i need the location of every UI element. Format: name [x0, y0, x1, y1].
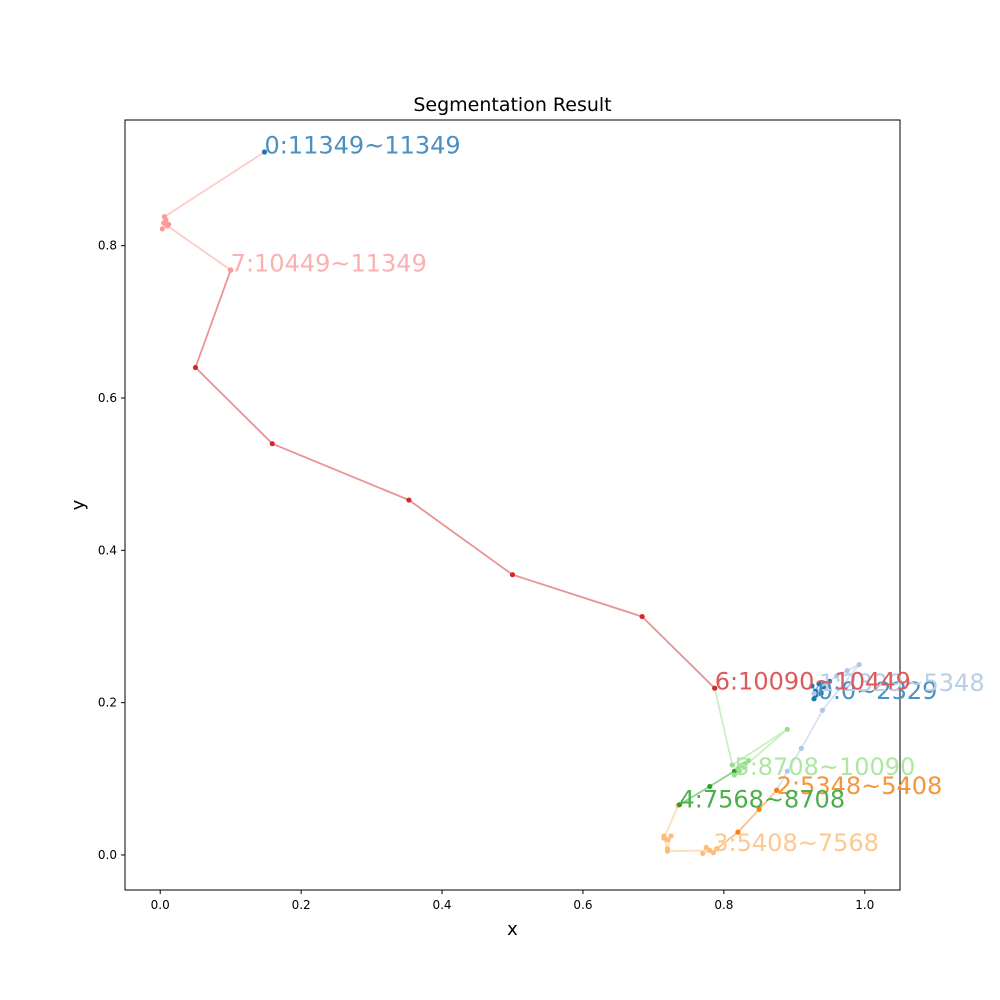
series-point-3 — [668, 833, 674, 839]
x-tick-label: 0.8 — [714, 898, 733, 912]
series-point-6 — [406, 497, 412, 503]
series-point-2 — [735, 829, 741, 835]
series-point-3 — [664, 846, 671, 852]
series-point-4 — [707, 783, 713, 790]
y-tick-label: 0.6 — [98, 391, 117, 405]
series-point-6 — [712, 685, 718, 691]
series-line-2 — [716, 789, 778, 850]
series-point-1 — [811, 690, 817, 697]
segment-label-8: 0:11349~11349 — [265, 132, 461, 160]
series-point-5 — [736, 768, 742, 774]
x-tick-label: 1.0 — [855, 898, 874, 912]
segment-label-2: 2:5348~5408 — [777, 772, 943, 800]
y-tick-label: 0.8 — [98, 239, 117, 253]
series-point-1 — [833, 673, 840, 679]
y-axis-title: y — [68, 499, 89, 510]
series-point-7 — [166, 221, 172, 227]
y-tick-label: 0.0 — [98, 848, 117, 862]
series-point-6 — [509, 572, 516, 578]
series-point-1 — [844, 668, 850, 674]
series-point-6 — [639, 613, 645, 620]
series-point-1 — [784, 768, 790, 774]
series-point-5 — [742, 764, 748, 770]
segment-label-5: 5:8708~10090 — [734, 753, 915, 781]
series-point-6 — [192, 364, 199, 371]
series-point-3 — [707, 847, 713, 853]
series-point-2 — [756, 806, 762, 812]
x-tick-label: 0.4 — [432, 898, 451, 912]
series-point-0 — [811, 696, 817, 702]
series-point-5 — [745, 757, 752, 764]
series-point-1 — [819, 707, 826, 713]
series-point-7 — [228, 267, 234, 273]
series-point-3 — [714, 846, 720, 852]
series-point-1 — [856, 661, 862, 668]
series-point-0 — [819, 686, 826, 692]
segment-label-7: 7:10449~11349 — [231, 250, 427, 278]
chart-title: Segmentation Result — [413, 94, 611, 116]
plot-area — [159, 149, 862, 857]
segment-label-4: 4:7568~8708 — [679, 786, 845, 814]
series-point-3 — [703, 844, 709, 850]
plot-frame — [124, 119, 901, 891]
series-point-6 — [269, 441, 275, 447]
x-tick-label: 0.0 — [151, 898, 170, 912]
series-point-5 — [742, 760, 748, 767]
series-line-6 — [194, 269, 716, 689]
series-point-1 — [798, 745, 804, 751]
series-point-2 — [774, 787, 780, 793]
series-point-1 — [823, 681, 829, 687]
series-point-5 — [729, 762, 735, 768]
series-point-8 — [261, 149, 268, 155]
y-tick-label: 0.2 — [98, 696, 117, 710]
series-point-3 — [661, 835, 667, 841]
series-point-7 — [159, 226, 165, 232]
x-axis-title: x — [507, 919, 518, 940]
y-tick-label: 0.4 — [98, 543, 117, 557]
series-point-0 — [816, 681, 822, 687]
series-point-0 — [818, 690, 824, 697]
series-point-3 — [700, 850, 706, 857]
series-point-5 — [784, 726, 790, 732]
x-tick-label: 0.6 — [573, 898, 592, 912]
series-point-4 — [676, 802, 683, 808]
segment-label-0: 0:0~2329 — [818, 677, 938, 705]
segment-label-3: 3:5408~7568 — [713, 829, 879, 857]
segment-label-6: 6:10090~10449 — [715, 668, 911, 696]
series-point-7 — [161, 214, 168, 220]
series-point-0 — [809, 683, 815, 689]
series-point-5 — [731, 772, 738, 778]
x-tick-label: 0.2 — [292, 898, 311, 912]
segment-label-1: 1:2329~5348 — [819, 669, 985, 697]
